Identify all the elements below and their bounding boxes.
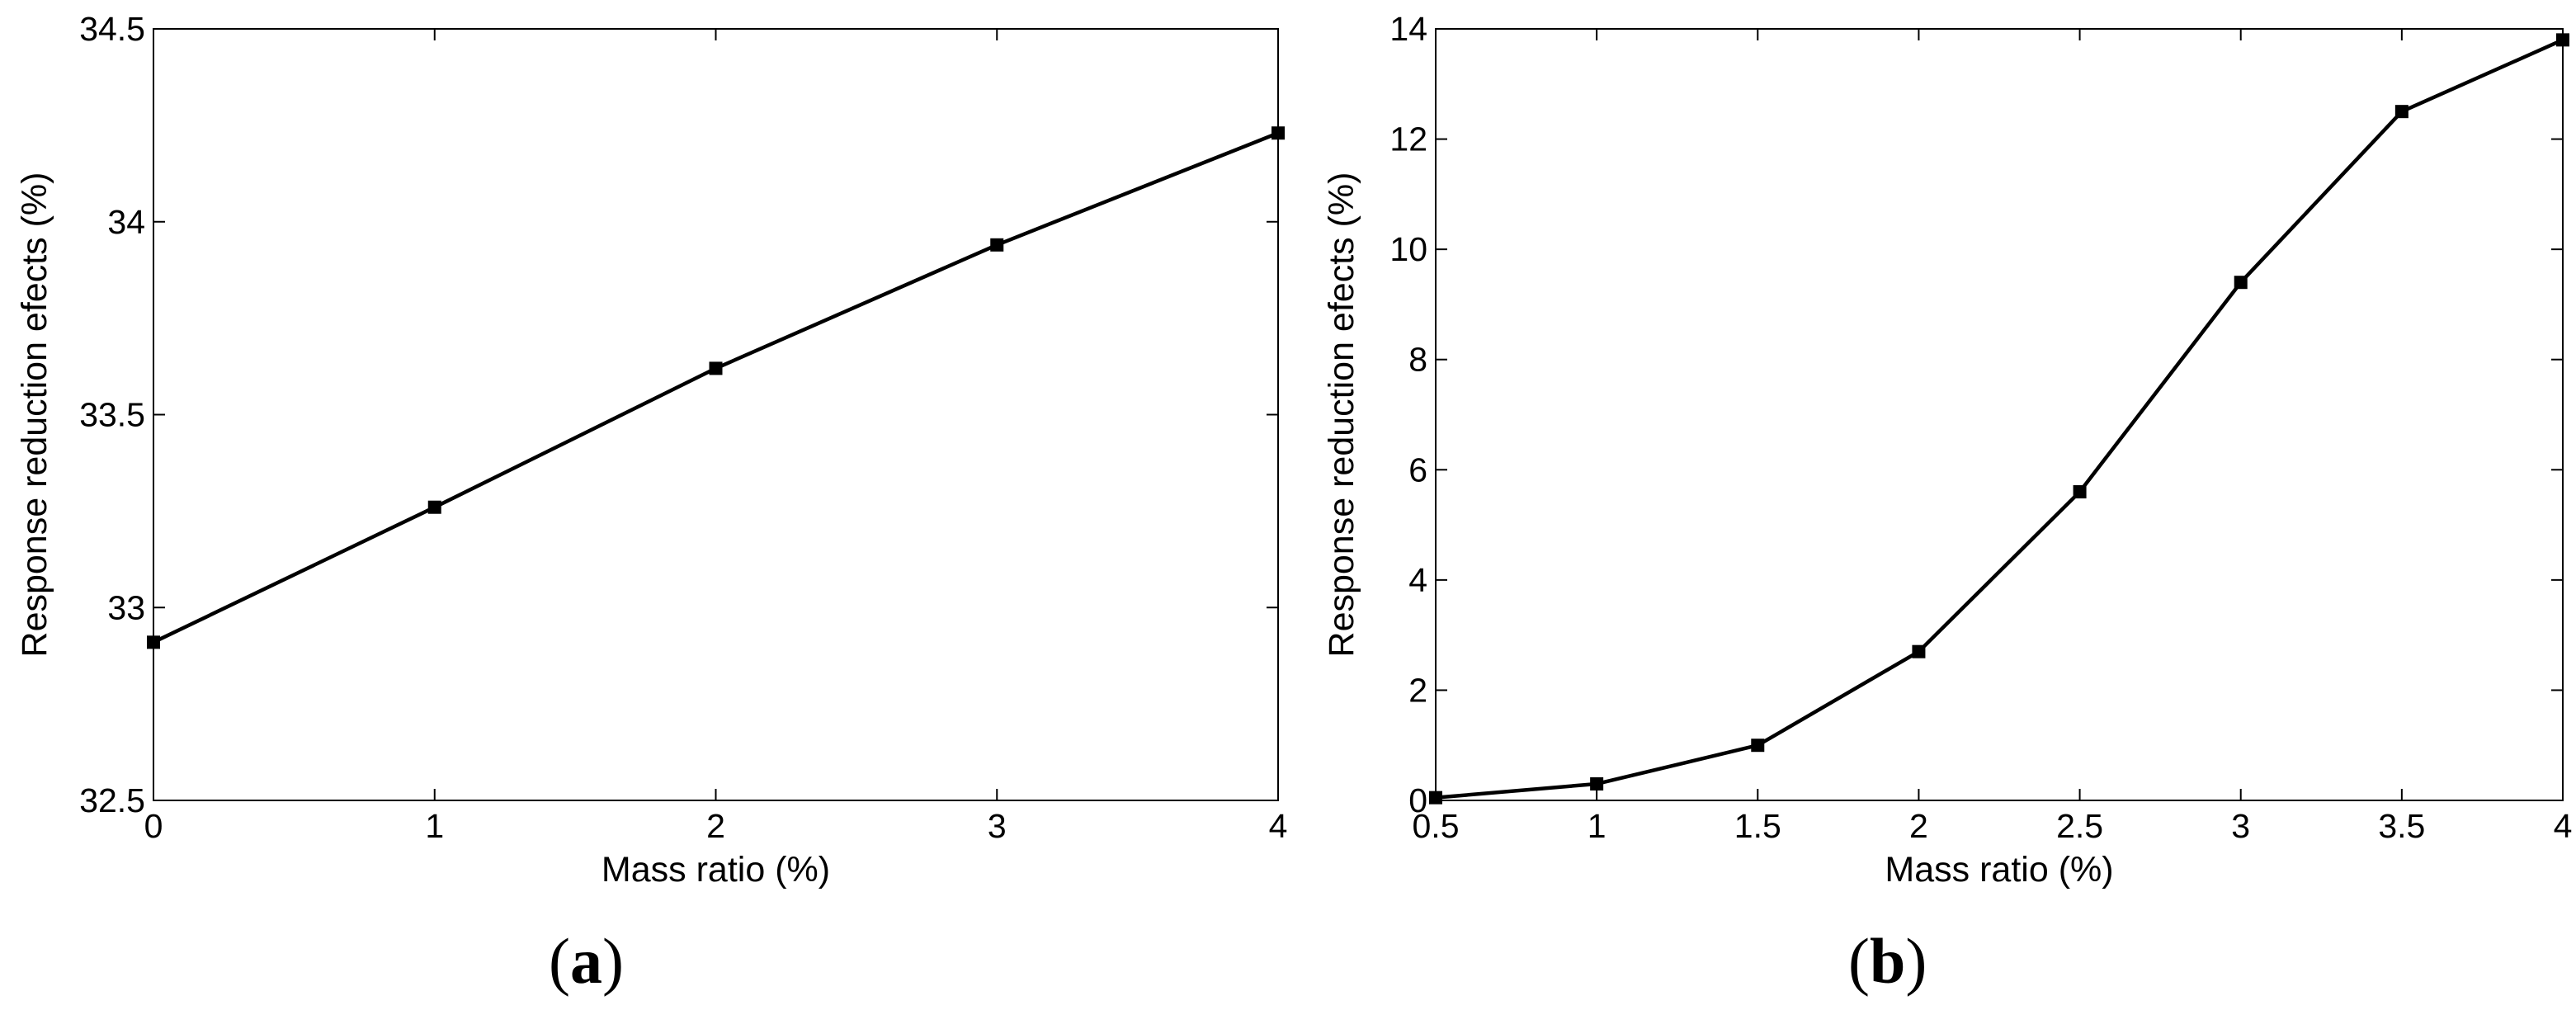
x-tick-label: 3.5 <box>2378 807 2425 845</box>
x-tick-label: 1 <box>1588 807 1606 845</box>
x-axis-title: Mass ratio (%) <box>602 850 830 890</box>
data-point <box>1429 791 1442 805</box>
y-axis-title: Response reduction efects (%) <box>1322 172 1361 658</box>
x-tick-label: 1.5 <box>1734 807 1781 845</box>
plot-frame <box>1435 28 2564 801</box>
data-point <box>1271 126 1285 140</box>
y-tick-label: 0 <box>1408 781 1427 819</box>
data-point <box>990 238 1004 252</box>
y-tick-label: 6 <box>1408 451 1427 488</box>
x-tick-label: 4 <box>1269 807 1288 845</box>
x-tick-label: 3 <box>2231 807 2250 845</box>
chart-panel-a: 0 1 2 3 4 32.5 33 33.5 34 34.5 Mass ratio (%) Respo… <box>15 10 1288 997</box>
data-point <box>1590 776 1604 791</box>
data-point <box>1912 644 1926 658</box>
x-tick-label: 0 <box>144 807 163 845</box>
chart-panel-b: 0.5 1 1.5 2 2.5 3 3.5 4 0 2 4 6 8 10 12 14 Mass ratio (%… <box>1295 0 2576 1010</box>
y-tick-label: 14 <box>1389 10 1427 48</box>
y-tick-label: 8 <box>1408 341 1427 379</box>
chart-b-plot: 0.5 1 1.5 2 2.5 3 3.5 4 0 2 4 6 8 10 12 14 Mass ratio (%… <box>1322 10 2573 890</box>
series-line <box>153 131 1279 644</box>
x-tick-label: 2.5 <box>2056 807 2103 845</box>
x-tick-label: 2 <box>1909 807 1928 845</box>
plot-frame <box>153 28 1279 801</box>
data-point <box>2073 485 2087 498</box>
y-tick-label: 4 <box>1408 561 1427 599</box>
y-tick-label: 33 <box>107 588 145 626</box>
y-tick-label: 33.5 <box>79 396 145 434</box>
y-axis-title: Response reduction efects (%) <box>15 172 54 658</box>
series-line <box>1435 38 2564 800</box>
data-point <box>1751 739 1765 753</box>
y-tick-label: 2 <box>1408 671 1427 709</box>
data-point <box>2556 33 2569 47</box>
data-point <box>709 361 723 375</box>
y-tick-label: 10 <box>1389 230 1427 268</box>
y-tick-label: 32.5 <box>79 781 145 819</box>
data-point <box>2234 276 2248 290</box>
y-tick-label: 34.5 <box>79 10 145 48</box>
y-tick-label: 12 <box>1389 120 1427 158</box>
data-point <box>2394 105 2409 119</box>
panel-label-a: (a) <box>549 925 624 997</box>
x-tick-label: 1 <box>425 807 444 845</box>
x-tick-label: 3 <box>988 807 1007 845</box>
x-tick-label: 2 <box>706 807 725 845</box>
x-tick-label: 4 <box>2554 807 2573 845</box>
data-point <box>427 500 441 514</box>
panel-label-b: (b) <box>1848 925 1927 997</box>
x-tick-label: 0.5 <box>1413 807 1460 845</box>
y-tick-label: 34 <box>107 203 145 241</box>
data-point <box>147 635 160 649</box>
x-axis-title: Mass ratio (%) <box>1885 850 2113 890</box>
